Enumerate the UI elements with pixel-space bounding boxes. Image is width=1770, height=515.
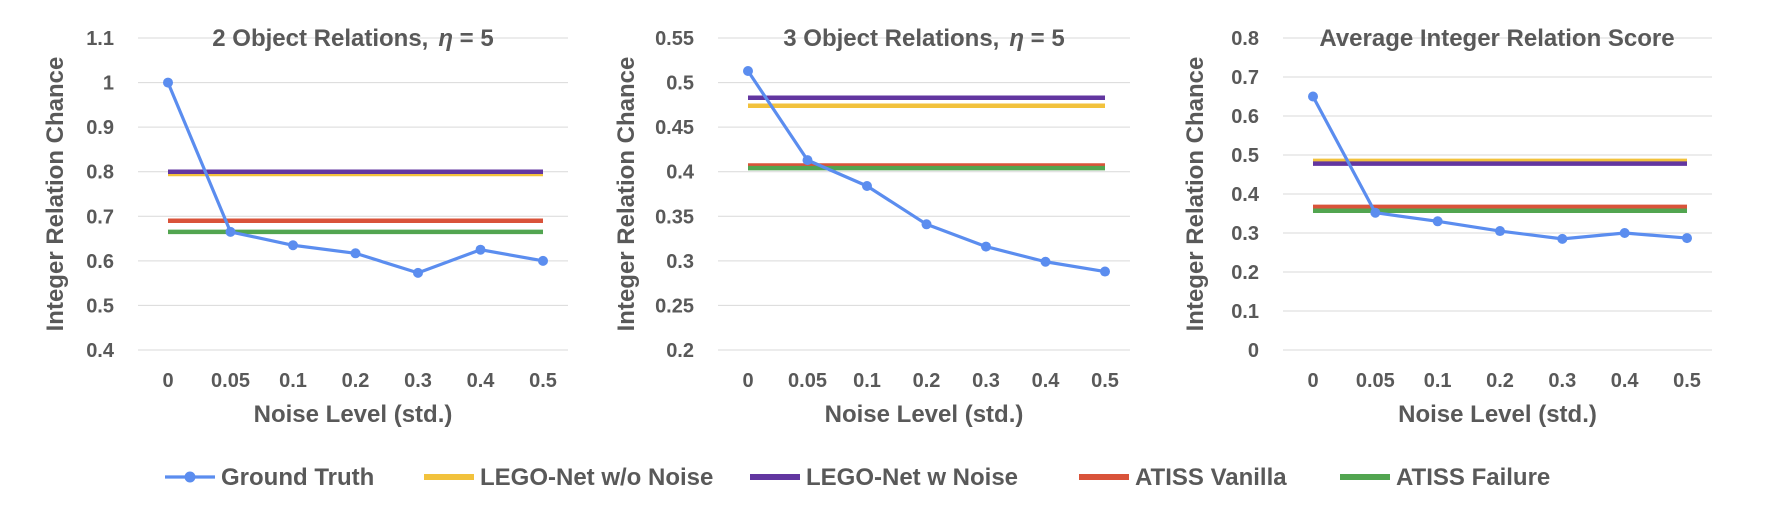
data-point xyxy=(225,226,236,237)
legend-label: ATISS Vanilla xyxy=(1135,464,1287,491)
x-tick-label: 0.2 xyxy=(913,370,941,392)
data-point xyxy=(743,65,753,76)
x-tick-label: 0.05 xyxy=(1356,370,1395,392)
y-tick-label: 0.7 xyxy=(86,206,114,228)
chart-panel-3: 0 0.1 0.2 0.3 0.4 0.5 0.6 0.7 0.8 0 0.05 0.1 0.2 0.3 0… xyxy=(1182,25,1712,428)
data-point xyxy=(475,244,486,255)
data-point xyxy=(538,255,548,266)
x-tick-label: 0 xyxy=(742,370,753,392)
series-line-ground-truth xyxy=(166,81,544,275)
y-tick-label: 0.25 xyxy=(655,295,694,317)
data-point xyxy=(1308,91,1318,102)
legend-item: LEGO-Net w Noise xyxy=(750,464,1018,491)
y-tick-label: 0 xyxy=(1248,340,1259,362)
data-point xyxy=(1040,256,1051,267)
legend-item: Ground Truth xyxy=(165,464,374,491)
data-point xyxy=(350,248,361,259)
y-tick-label: 0.3 xyxy=(1231,223,1259,245)
data-point xyxy=(413,267,423,278)
data-point xyxy=(921,219,932,230)
y-tick-label: 0.2 xyxy=(1231,262,1259,284)
y-tick-label: 0.9 xyxy=(86,117,114,139)
x-tick-label: 0.05 xyxy=(211,370,250,392)
data-point xyxy=(1495,226,1505,237)
chart-title: Average Integer Relation Score xyxy=(1319,25,1674,52)
y-tick-label: 0.2 xyxy=(666,340,694,362)
y-tick-label: 0.6 xyxy=(86,251,114,273)
y-axis-label: Integer Relation Chance xyxy=(613,57,640,332)
x-tick-label: 0.05 xyxy=(788,370,827,392)
y-axis-label: Integer Relation Chance xyxy=(42,57,69,332)
data-point xyxy=(1432,216,1443,227)
y-tick-label: 0.55 xyxy=(655,28,694,50)
x-tick-label: 0.4 xyxy=(1611,370,1640,392)
legend-label: LEGO-Net w/o Noise xyxy=(480,464,713,491)
data-point xyxy=(1370,207,1381,218)
x-tick-label: 0.5 xyxy=(1091,370,1119,392)
y-tick-label: 0.4 xyxy=(666,162,695,184)
data-point xyxy=(1100,266,1110,277)
y-tick-label: 0.35 xyxy=(655,206,694,228)
legend-item: ATISS Vanilla xyxy=(1079,464,1287,491)
chart-panel-1: 0.4 0.5 0.6 0.7 0.8 0.9 1 1.1 0 0.05 0.1 0.2 0.3 0.4 0… xyxy=(42,25,568,428)
x-tick-label: 0.1 xyxy=(1424,370,1452,392)
y-tick-label: 1 xyxy=(103,73,114,95)
legend-label: ATISS Failure xyxy=(1396,464,1550,491)
data-point xyxy=(288,240,298,251)
x-axis-label: Noise Level (std.) xyxy=(825,401,1024,428)
x-tick-label: 0.3 xyxy=(1548,370,1576,392)
x-tick-label: 0 xyxy=(162,370,173,392)
x-tick-label: 0.2 xyxy=(1486,370,1514,392)
y-tick-label: 0.5 xyxy=(1231,145,1259,167)
x-tick-label: 0.1 xyxy=(279,370,307,392)
y-tick-label: 0.4 xyxy=(1231,184,1260,206)
legend-label: LEGO-Net w Noise xyxy=(806,464,1018,491)
data-point xyxy=(862,180,872,191)
legend: Ground Truth LEGO-Net w/o Noise LEGO-Net w… xyxy=(165,464,1550,491)
legend-marker xyxy=(184,471,196,483)
legend-label: Ground Truth xyxy=(221,464,374,491)
legend-item: LEGO-Net w/o Noise xyxy=(424,464,713,491)
series-line-ground-truth xyxy=(1311,95,1688,241)
x-tick-label: 0.4 xyxy=(467,370,496,392)
x-tick-label: 0.3 xyxy=(404,370,432,392)
y-tick-label: 0.7 xyxy=(1231,67,1259,89)
x-tick-label: 0.5 xyxy=(529,370,557,392)
data-point xyxy=(802,155,813,166)
chart-title: 3 Object Relations, η = 5 xyxy=(783,25,1064,52)
y-tick-label: 0.45 xyxy=(655,117,694,139)
x-tick-label: 0 xyxy=(1307,370,1318,392)
y-tick-label: 0.1 xyxy=(1231,301,1259,323)
y-tick-label: 1.1 xyxy=(86,28,114,50)
x-tick-label: 0.4 xyxy=(1032,370,1061,392)
data-point xyxy=(1557,233,1568,244)
chart-panel-2: 0.2 0.25 0.3 0.35 0.4 0.45 0.5 0.55 0 0.05 0.1 0.2 0… xyxy=(613,25,1130,428)
chart-title: 2 Object Relations, η = 5 xyxy=(212,25,493,52)
y-tick-label: 0.3 xyxy=(666,251,694,273)
x-tick-label: 0.5 xyxy=(1673,370,1701,392)
legend-item: ATISS Failure xyxy=(1340,464,1550,491)
data-point xyxy=(1619,228,1630,238)
x-tick-label: 0.1 xyxy=(853,370,881,392)
data-point xyxy=(981,241,991,252)
y-tick-label: 0.8 xyxy=(86,162,114,184)
y-tick-label: 0.5 xyxy=(86,295,114,317)
y-tick-label: 0.4 xyxy=(86,340,115,362)
y-tick-label: 0.8 xyxy=(1231,28,1259,50)
y-tick-label: 0.5 xyxy=(666,73,694,95)
y-axis-label: Integer Relation Chance xyxy=(1182,57,1209,332)
x-axis-label: Noise Level (std.) xyxy=(1398,401,1597,428)
x-tick-label: 0.3 xyxy=(972,370,1000,392)
x-axis-label: Noise Level (std.) xyxy=(254,401,453,428)
x-tick-label: 0.2 xyxy=(342,370,370,392)
data-point xyxy=(163,77,173,88)
data-point xyxy=(1682,233,1692,244)
y-tick-label: 0.6 xyxy=(1231,106,1259,128)
